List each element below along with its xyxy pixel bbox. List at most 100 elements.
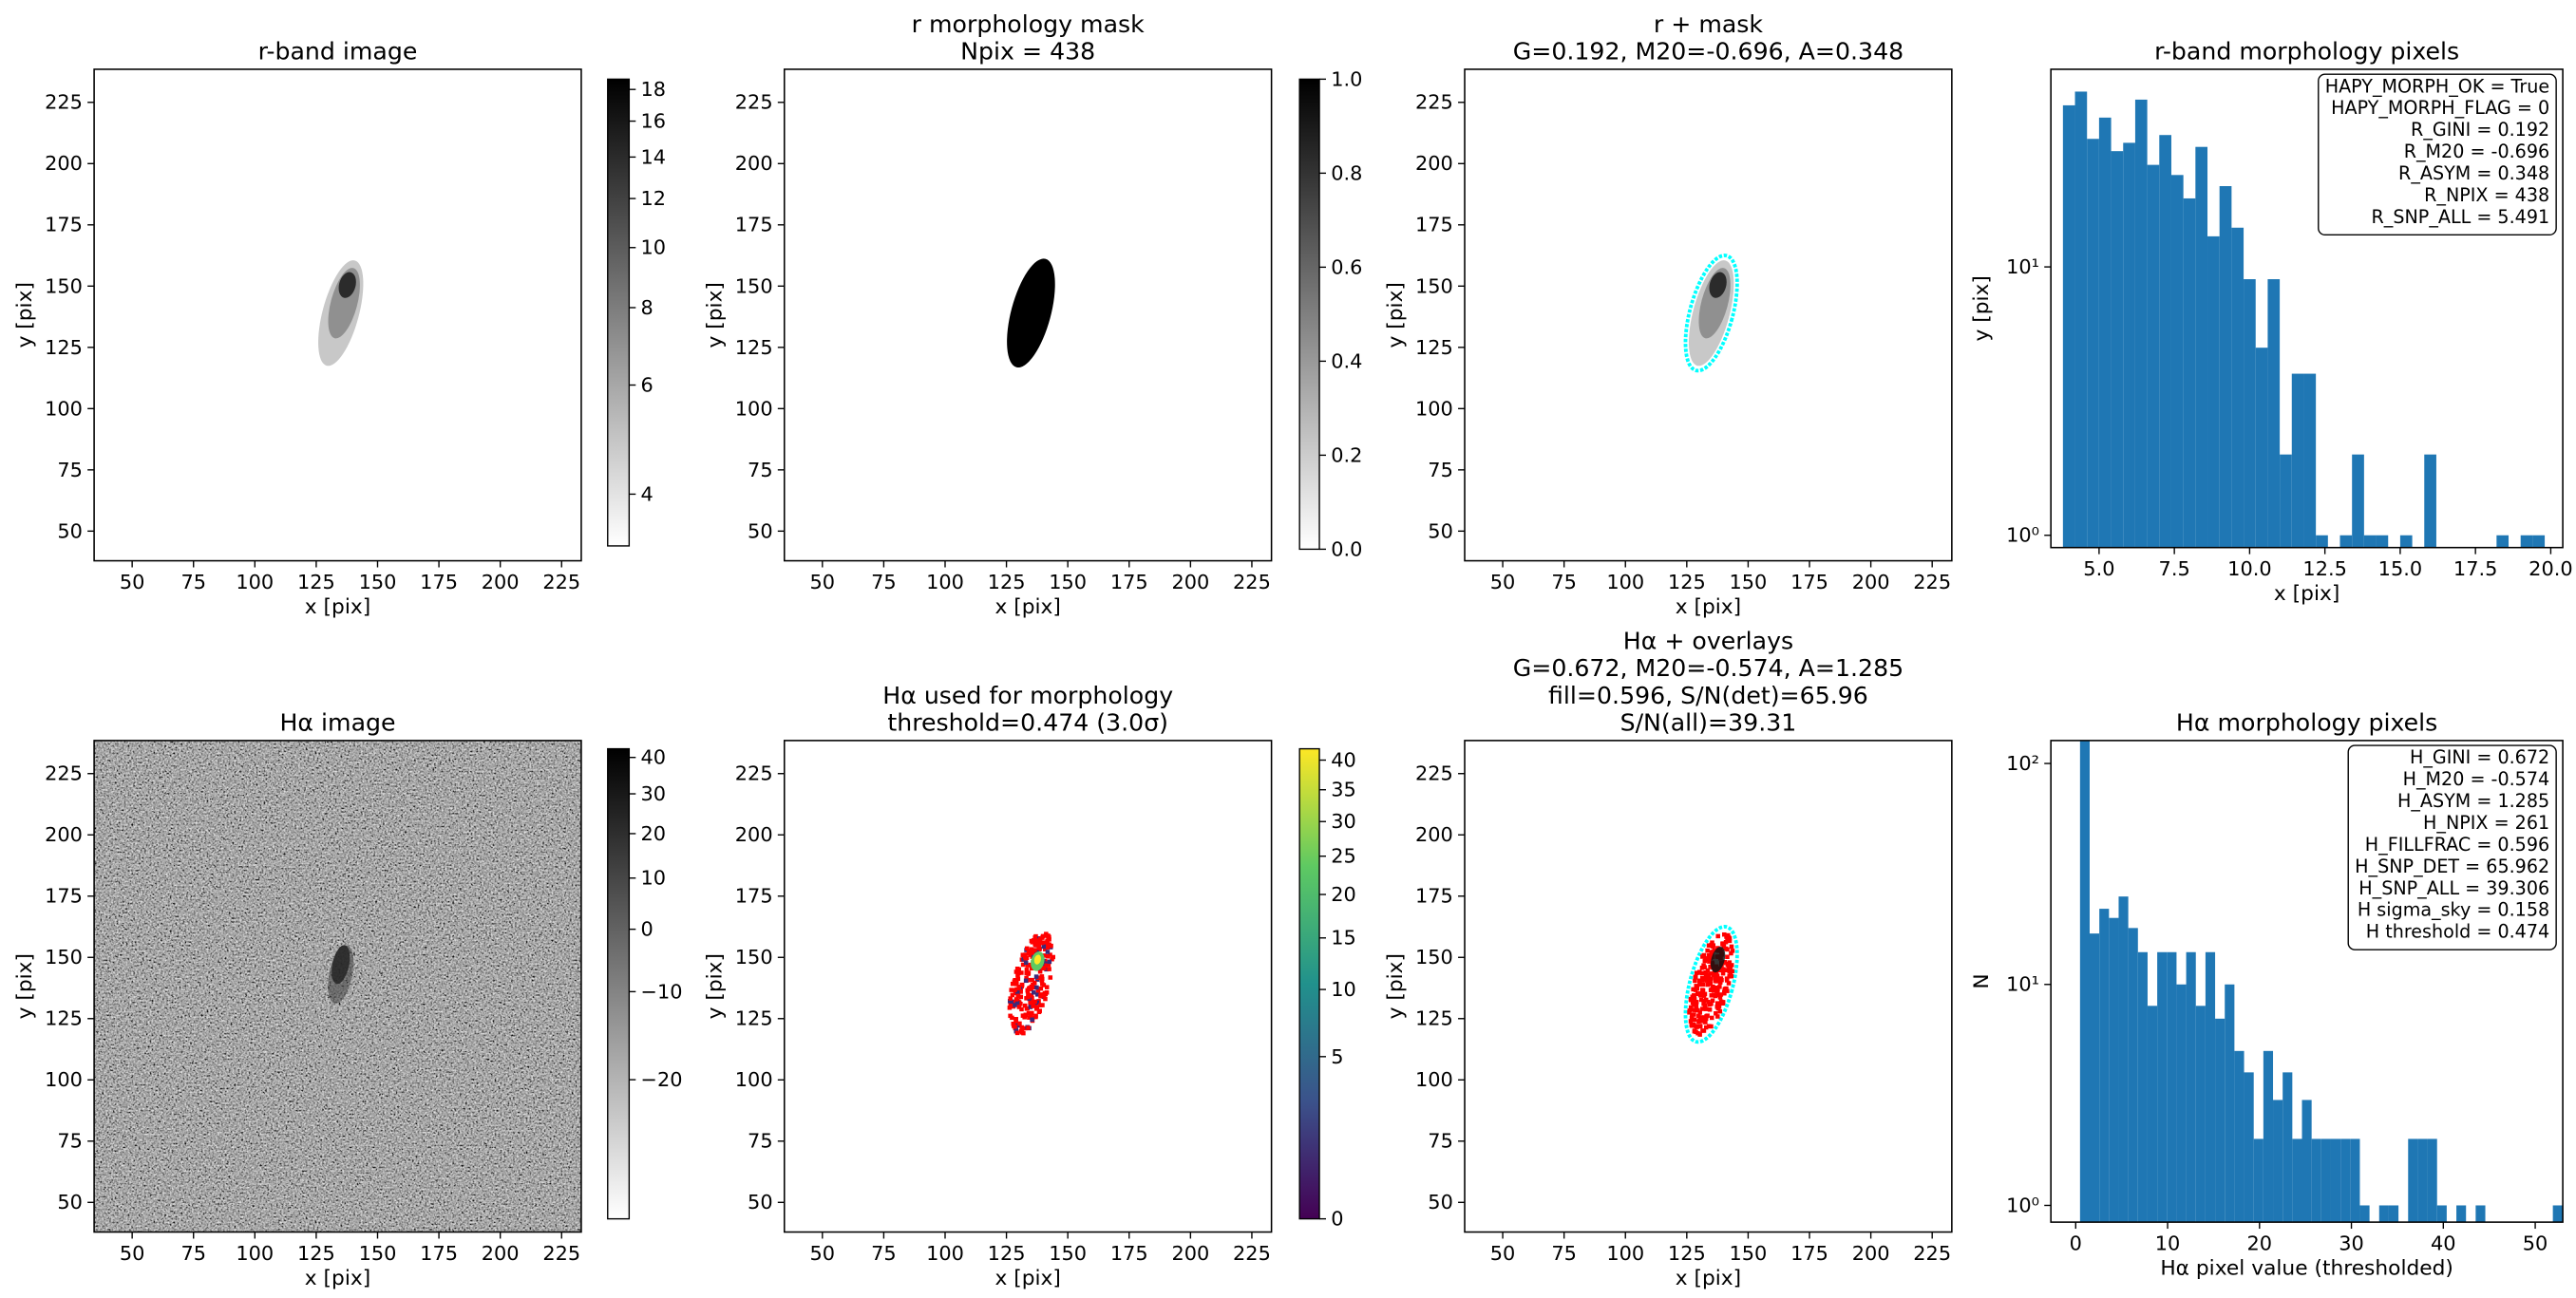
pixel [1044, 941, 1049, 947]
histogram-bar [2170, 175, 2184, 548]
histogram-bar [2303, 373, 2317, 548]
x-tick-label: 175 [1790, 1242, 1828, 1265]
annotation-frame [2347, 744, 2557, 950]
pixel [1696, 1019, 1701, 1025]
x-tick-label: 5.0 [2083, 557, 2114, 580]
pixel [1702, 1017, 1707, 1023]
pixel [1700, 988, 1705, 992]
pixel [1729, 973, 1734, 979]
panel-title: r + mask [1654, 10, 1764, 38]
y-tick-label: 75 [748, 1130, 773, 1153]
pixel [1689, 997, 1695, 1002]
x-axis-label: x [pix] [1676, 595, 1741, 619]
x-axis-label: x [pix] [305, 595, 370, 619]
pixel [1693, 978, 1697, 984]
pixel [1007, 1006, 1013, 1010]
pixel [1694, 1004, 1699, 1008]
x-tick-label: 50 [2523, 1232, 2548, 1255]
x-tick-label: 50 [120, 571, 145, 593]
pixel [1702, 991, 1708, 997]
y-tick-label: 75 [1428, 1130, 1453, 1153]
y-tick-label: 225 [735, 91, 773, 114]
pixel [1049, 943, 1053, 949]
y-tick-label: 50 [748, 1191, 773, 1213]
pixel [1724, 978, 1730, 983]
pixel [1726, 981, 1732, 986]
pixel [1714, 975, 1720, 981]
pixel [1020, 962, 1026, 968]
pixel [1045, 945, 1051, 950]
y-tick-label: 100 [45, 1068, 83, 1091]
pixel [1035, 988, 1041, 993]
y-tick-label: 10² [2006, 752, 2039, 775]
pixel [1018, 994, 1024, 1000]
pixel [1022, 954, 1028, 959]
x-tick-label: 125 [988, 571, 1026, 593]
y-tick-label: 175 [735, 214, 773, 236]
histogram-bar [2087, 139, 2099, 548]
pixel [1723, 939, 1729, 945]
pixel [1048, 952, 1052, 957]
pixel [1009, 1003, 1013, 1008]
pixel [1039, 978, 1045, 984]
pixel [1688, 1005, 1694, 1010]
pixel [1014, 1030, 1020, 1036]
axes-frame [1464, 68, 1953, 562]
y-tick-label: 100 [1415, 1068, 1453, 1091]
pixel [1025, 988, 1031, 994]
pixel [1702, 965, 1707, 969]
axes-frame [783, 740, 1273, 1233]
y-tick-label: 200 [1415, 823, 1453, 846]
histogram-bar [2128, 928, 2138, 1223]
pixel [1041, 953, 1047, 958]
colorbar [607, 747, 631, 1220]
pixel [1016, 1005, 1022, 1009]
pixel [1013, 1025, 1017, 1029]
pixel [1694, 984, 1699, 988]
pixel [1711, 987, 1716, 991]
pixel [1700, 1028, 1705, 1033]
histogram-bar [2207, 235, 2220, 548]
pixel [1045, 953, 1051, 959]
x-tick-label: 10.0 [2227, 557, 2271, 580]
pixel [1028, 1000, 1032, 1006]
panel-title: Hα used for morphology [882, 682, 1173, 709]
pixel [1031, 982, 1035, 988]
colorbar-tick-label: 8 [641, 296, 653, 319]
pixel [1689, 1015, 1695, 1021]
pixel [1027, 977, 1032, 983]
panel: 50 75 100 125 150 175 200 225 50 75 100 125 150 175 20… [1384, 10, 1953, 619]
x-tick-label: 225 [1233, 1242, 1271, 1265]
pixel [1037, 936, 1043, 942]
x-tick-label: 225 [1233, 571, 1271, 593]
pixel [1705, 948, 1710, 953]
y-tick-label: 125 [1415, 336, 1453, 359]
pixel [1690, 994, 1695, 1000]
y-tick-label: 225 [735, 762, 773, 785]
x-tick-label: 225 [542, 1242, 580, 1265]
colorbar-tick-label: 0.4 [1331, 349, 1362, 372]
x-tick-label: 10 [2155, 1232, 2181, 1255]
x-tick-label: 20 [2247, 1232, 2273, 1255]
pixel [1710, 1015, 1714, 1021]
histogram-bar [2436, 1205, 2447, 1223]
histogram-bar [2359, 1205, 2370, 1223]
image-feature [1033, 954, 1041, 965]
pixel [1043, 933, 1049, 938]
pixel [1708, 1002, 1714, 1006]
y-tick-label: 200 [1415, 152, 1453, 175]
pixel [1042, 991, 1047, 997]
histogram-bar [2167, 951, 2177, 1223]
pixel [1694, 1000, 1698, 1006]
histogram-bar [2205, 951, 2216, 1223]
pixel [1725, 954, 1730, 960]
pixel [1039, 974, 1045, 979]
histogram-bar [2352, 454, 2364, 548]
y-tick-label: 225 [45, 91, 83, 114]
pixel [1013, 1017, 1019, 1022]
histogram-bar [2520, 535, 2533, 548]
pixel [1040, 933, 1046, 939]
colorbar-tick-label: 16 [641, 110, 667, 133]
histogram-bar [2408, 1138, 2418, 1223]
annotation-line: H_ASYM = 1.285 [2397, 790, 2549, 812]
